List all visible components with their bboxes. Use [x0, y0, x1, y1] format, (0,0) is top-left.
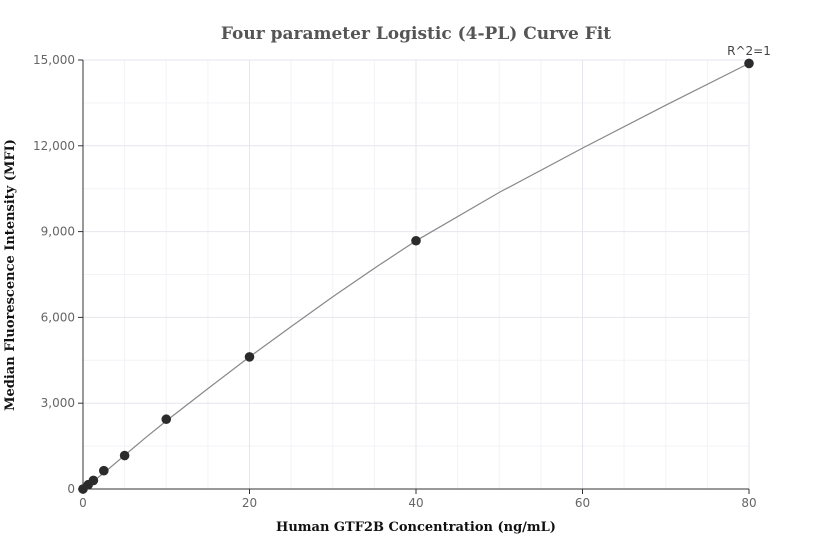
r-squared-annotation: R^2=1: [727, 44, 771, 58]
data-point: [161, 414, 172, 425]
fit-curve: [82, 62, 750, 490]
data-points: [78, 58, 754, 494]
y-tick-label: 0: [67, 482, 75, 496]
y-tick-label: 15,000: [33, 53, 75, 67]
x-tick-label: 60: [575, 496, 590, 510]
x-tick-label: 0: [79, 496, 87, 510]
chart-title: Four parameter Logistic (4-PL) Curve Fit: [221, 24, 611, 44]
y-axis-title: Median Fluorescence Intensity (MFI): [3, 139, 18, 411]
y-tick-label: 12,000: [33, 139, 75, 153]
data-point: [411, 235, 421, 246]
x-tick-label: 20: [242, 496, 257, 510]
x-axis-title: Human GTF2B Concentration (ng/mL): [276, 520, 556, 535]
x-tick-label: 80: [741, 496, 756, 510]
y-tick-label: 6,000: [41, 310, 75, 324]
x-tick-label: 40: [408, 496, 423, 510]
data-point: [88, 475, 99, 486]
axes: [78, 59, 750, 494]
y-tick-label: 9,000: [41, 225, 75, 239]
tick-labels: 0 20 40 60 80 0 3,000 6,000 9,000 12,000 15,000: [33, 53, 757, 510]
grid: [83, 59, 750, 489]
data-point: [244, 352, 255, 362]
y-tick-label: 3,000: [41, 396, 75, 410]
data-point: [744, 58, 754, 69]
data-point: [99, 465, 109, 476]
data-point: [119, 450, 130, 461]
